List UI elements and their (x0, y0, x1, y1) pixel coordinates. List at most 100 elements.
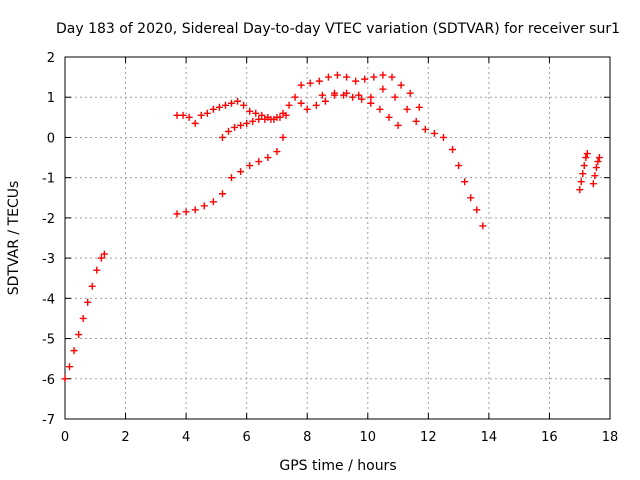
data-point (479, 222, 487, 230)
data-point (379, 85, 387, 93)
series-arc-a (61, 250, 108, 383)
x-tick-label: 16 (541, 430, 558, 445)
data-point (421, 125, 429, 133)
data-point (430, 129, 438, 137)
series-arc-f (318, 85, 487, 230)
data-point (412, 117, 420, 125)
data-point (455, 162, 463, 170)
chart-title: Day 183 of 2020, Sidereal Day-to-day VTE… (56, 21, 620, 37)
y-tick-label: -6 (42, 373, 55, 388)
data-point (279, 133, 287, 141)
data-point (580, 162, 588, 170)
data-point (258, 111, 266, 119)
data-point (577, 178, 585, 186)
data-point (318, 91, 326, 99)
data-point (349, 93, 357, 101)
data-point (221, 101, 229, 109)
data-point (249, 117, 257, 125)
data-point (84, 298, 92, 306)
data-point (576, 186, 584, 194)
data-point (394, 121, 402, 129)
data-point (589, 180, 597, 188)
data-point (100, 250, 108, 258)
data-point (406, 89, 414, 97)
data-point (66, 363, 74, 371)
data-point (267, 115, 275, 123)
data-point (473, 206, 481, 214)
data-point (297, 99, 305, 107)
y-tick-label: -3 (42, 252, 55, 267)
series-arc-g (576, 150, 591, 194)
data-point (449, 146, 457, 154)
x-tick-label: 4 (182, 430, 190, 445)
y-tick-label: -2 (42, 212, 55, 227)
data-point (321, 97, 329, 105)
data-point (97, 254, 105, 262)
data-point (273, 113, 281, 121)
data-point (397, 81, 405, 89)
data-point (237, 168, 245, 176)
data-point (595, 154, 603, 162)
data-point (279, 109, 287, 117)
data-point (391, 93, 399, 101)
data-point (197, 111, 205, 119)
data-point (312, 101, 320, 109)
data-point (218, 190, 226, 198)
data-point (352, 77, 360, 85)
data-point (185, 113, 193, 121)
data-point (93, 266, 101, 274)
data-point (261, 115, 269, 123)
data-point (255, 158, 263, 166)
data-point (173, 210, 181, 218)
data-point (385, 113, 393, 121)
data-point (218, 133, 226, 141)
data-point (200, 202, 208, 210)
data-point (306, 79, 314, 87)
y-tick-label: -1 (42, 172, 55, 187)
data-point (291, 93, 299, 101)
data-point (358, 95, 366, 103)
x-tick-label: 12 (420, 430, 437, 445)
data-point (228, 99, 236, 107)
y-tick-label: -4 (42, 292, 55, 307)
data-point (237, 121, 245, 129)
data-point (285, 101, 293, 109)
data-point (70, 347, 78, 355)
data-point (343, 89, 351, 97)
data-point (379, 71, 387, 79)
data-point (343, 73, 351, 81)
y-axis-label: SDTVAR / TECUs (6, 181, 22, 296)
data-point (361, 75, 369, 83)
data-point (579, 170, 587, 178)
data-point (591, 172, 599, 180)
data-point (255, 115, 263, 123)
data-point (583, 150, 591, 158)
data-point (191, 119, 199, 127)
y-tick-label: -5 (42, 333, 55, 348)
data-point (403, 105, 411, 113)
data-point (246, 162, 254, 170)
data-point (88, 282, 96, 290)
series-arc-c (218, 91, 402, 141)
data-points (61, 71, 603, 383)
data-point (203, 109, 211, 117)
data-point (264, 154, 272, 162)
data-point (388, 73, 396, 81)
data-point (209, 105, 217, 113)
data-point (355, 91, 363, 99)
x-axis-label: GPS time / hours (279, 458, 396, 474)
series-arc-d (173, 133, 287, 218)
x-tick-label: 6 (243, 430, 251, 445)
data-point (173, 111, 181, 119)
data-point (273, 148, 281, 156)
data-point (179, 111, 187, 119)
data-point (594, 158, 602, 166)
data-point (324, 73, 332, 81)
data-point (191, 206, 199, 214)
data-point (376, 105, 384, 113)
data-point (75, 331, 83, 339)
y-tick-label: -7 (42, 413, 55, 428)
plot-frame (64, 56, 611, 420)
y-tick-label: 0 (47, 131, 55, 146)
data-point (215, 103, 223, 111)
